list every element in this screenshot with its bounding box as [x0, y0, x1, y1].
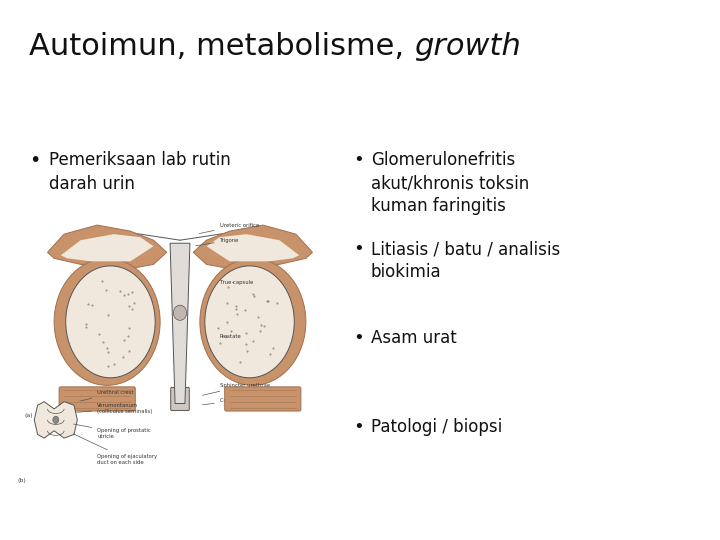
Ellipse shape [53, 416, 59, 423]
Polygon shape [170, 243, 190, 403]
Polygon shape [193, 225, 312, 271]
FancyBboxPatch shape [171, 388, 189, 410]
Text: (b): (b) [18, 478, 27, 483]
Text: •: • [353, 240, 364, 258]
Text: (a): (a) [24, 413, 33, 418]
Polygon shape [35, 402, 77, 438]
Polygon shape [207, 234, 300, 261]
Text: True capsule: True capsule [220, 280, 253, 285]
Text: •: • [353, 329, 364, 347]
Text: •: • [353, 151, 364, 169]
Ellipse shape [200, 258, 306, 386]
Text: Opening of ejaculatory
duct on each side: Opening of ejaculatory duct on each side [73, 434, 158, 464]
Text: Urethral crest: Urethral crest [80, 390, 134, 401]
Ellipse shape [205, 266, 294, 378]
Polygon shape [60, 234, 153, 261]
Text: •: • [353, 418, 364, 436]
Text: Opening of prostatic
utricle: Opening of prostatic utricle [73, 424, 151, 439]
Text: Sphincter urethrae: Sphincter urethrae [202, 383, 270, 395]
Ellipse shape [66, 266, 156, 378]
Ellipse shape [54, 258, 160, 386]
FancyBboxPatch shape [225, 387, 301, 411]
Text: Trigone: Trigone [196, 238, 239, 246]
Polygon shape [48, 225, 167, 271]
Text: Prostate: Prostate [220, 334, 241, 340]
Text: Verumontanum
(colliculus seminalis): Verumontanum (colliculus seminalis) [77, 403, 153, 414]
Text: Cowper's gland: Cowper's gland [202, 398, 261, 404]
Text: Glomerulonefritis
akut/khronis toksin
kuman faringitis: Glomerulonefritis akut/khronis toksin ku… [371, 151, 529, 215]
Text: growth: growth [414, 32, 521, 62]
Text: Litiasis / batu / analisis
biokimia: Litiasis / batu / analisis biokimia [371, 240, 560, 281]
Text: •: • [29, 151, 40, 170]
Text: Pemeriksaan lab rutin
darah urin: Pemeriksaan lab rutin darah urin [49, 151, 230, 193]
Text: Autoimun, metabolisme,: Autoimun, metabolisme, [29, 32, 414, 62]
Text: Asam urat: Asam urat [371, 329, 456, 347]
Ellipse shape [174, 305, 186, 320]
FancyBboxPatch shape [59, 387, 135, 411]
Text: Patologi / biopsi: Patologi / biopsi [371, 418, 502, 436]
Text: Ureteric orifice: Ureteric orifice [199, 222, 259, 234]
